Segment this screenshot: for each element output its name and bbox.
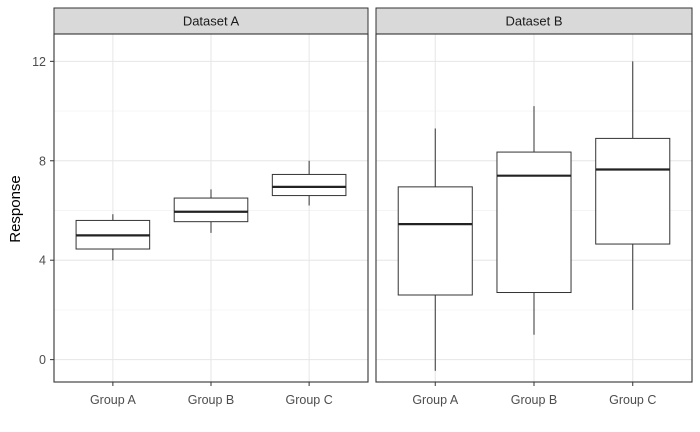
- x-tick-label: Group A: [412, 393, 459, 407]
- panel-dataset-b: Dataset B Group A Group B Group C: [375, 7, 693, 407]
- box-group-c: [595, 61, 671, 310]
- x-tick-label: Group C: [286, 393, 333, 407]
- box-group-a: [397, 128, 473, 371]
- x-tick-label: Group C: [609, 393, 656, 407]
- x-tick-label: Group A: [90, 393, 137, 407]
- box-iqr: [595, 137, 671, 245]
- panel-strip: [375, 7, 693, 35]
- y-tick-label: 4: [39, 254, 46, 268]
- y-tick-label: 8: [39, 154, 46, 168]
- box-iqr: [271, 173, 347, 197]
- y-axis-title: Response: [7, 175, 24, 243]
- box-group-b: [173, 189, 249, 233]
- box-group-c: [271, 160, 347, 206]
- y-tick-label: 12: [32, 55, 46, 69]
- box-group-b: [496, 106, 572, 335]
- y-tick-label: 0: [39, 353, 46, 367]
- panel-title: Dataset A: [183, 14, 240, 29]
- panel-dataset-a: Dataset A Group A Group B Group C: [53, 7, 369, 407]
- x-tick-label: Group B: [511, 393, 558, 407]
- box-iqr: [496, 151, 572, 294]
- x-tick-label: Group B: [188, 393, 235, 407]
- panel-strip: [53, 7, 369, 35]
- box-group-a: [75, 214, 151, 261]
- panel-title: Dataset B: [505, 14, 562, 29]
- box-iqr: [173, 197, 249, 223]
- box-iqr: [397, 186, 473, 296]
